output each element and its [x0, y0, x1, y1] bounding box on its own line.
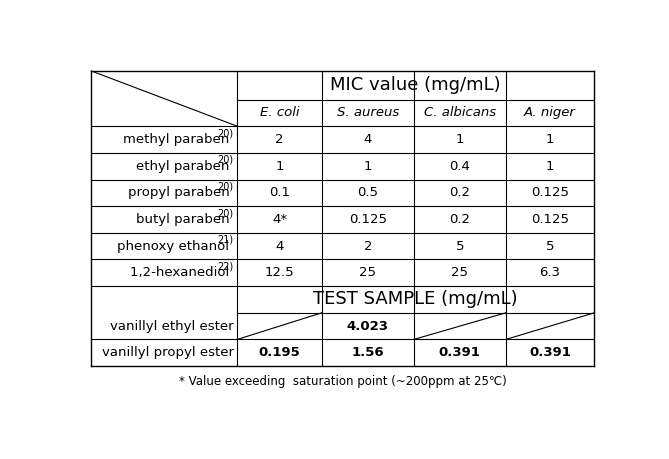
Text: A. niger: A. niger: [524, 106, 576, 119]
Text: * Value exceeding  saturation point (~200ppm at 25℃): * Value exceeding saturation point (~200…: [179, 375, 506, 388]
Text: 4: 4: [363, 133, 372, 146]
Text: 21): 21): [217, 235, 233, 245]
Text: 20): 20): [217, 208, 233, 218]
Text: 4.023: 4.023: [347, 319, 389, 333]
Text: 0.4: 0.4: [450, 160, 470, 173]
Text: 0.2: 0.2: [450, 186, 470, 199]
Text: 20): 20): [217, 155, 233, 165]
Text: 0.125: 0.125: [531, 186, 569, 199]
Text: E. coli: E. coli: [260, 106, 299, 119]
Text: 5: 5: [546, 240, 555, 252]
Text: 1: 1: [546, 160, 555, 173]
Text: 1: 1: [363, 160, 372, 173]
Text: 4*: 4*: [272, 213, 287, 226]
Text: 0.195: 0.195: [259, 346, 300, 359]
Text: 0.391: 0.391: [439, 346, 481, 359]
Text: 1.56: 1.56: [351, 346, 384, 359]
Text: 2: 2: [363, 240, 372, 252]
Text: 0.391: 0.391: [529, 346, 571, 359]
Text: 22): 22): [217, 262, 233, 271]
Text: MIC value (mg/mL): MIC value (mg/mL): [330, 76, 501, 94]
Text: 0.125: 0.125: [531, 213, 569, 226]
Text: 1,2-hexanediol: 1,2-hexanediol: [130, 266, 233, 280]
Text: vanillyl ethyl ester: vanillyl ethyl ester: [110, 319, 233, 333]
Text: phenoxy ethanol: phenoxy ethanol: [117, 240, 233, 252]
Text: 0.125: 0.125: [349, 213, 387, 226]
Text: 20): 20): [217, 181, 233, 191]
Text: 25: 25: [359, 266, 376, 280]
Text: 0.5: 0.5: [357, 186, 378, 199]
Text: 4: 4: [276, 240, 284, 252]
Text: 1: 1: [546, 133, 555, 146]
Text: 0.1: 0.1: [269, 186, 290, 199]
Text: 1: 1: [275, 160, 284, 173]
Text: ethyl paraben: ethyl paraben: [136, 160, 233, 173]
Text: 20): 20): [217, 128, 233, 138]
Text: C. albicans: C. albicans: [423, 106, 496, 119]
Text: 6.3: 6.3: [540, 266, 561, 280]
Text: 12.5: 12.5: [265, 266, 294, 280]
Text: TEST SAMPLE (mg/mL): TEST SAMPLE (mg/mL): [314, 291, 518, 308]
Text: 25: 25: [452, 266, 468, 280]
Text: butyl paraben: butyl paraben: [136, 213, 233, 226]
Text: methyl paraben: methyl paraben: [123, 133, 233, 146]
Text: vanillyl propyl ester: vanillyl propyl ester: [102, 346, 233, 359]
Text: 5: 5: [456, 240, 464, 252]
Text: 0.2: 0.2: [450, 213, 470, 226]
Text: 2: 2: [275, 133, 284, 146]
Text: propyl paraben: propyl paraben: [128, 186, 233, 199]
Text: 1: 1: [456, 133, 464, 146]
Text: S. aureus: S. aureus: [337, 106, 399, 119]
